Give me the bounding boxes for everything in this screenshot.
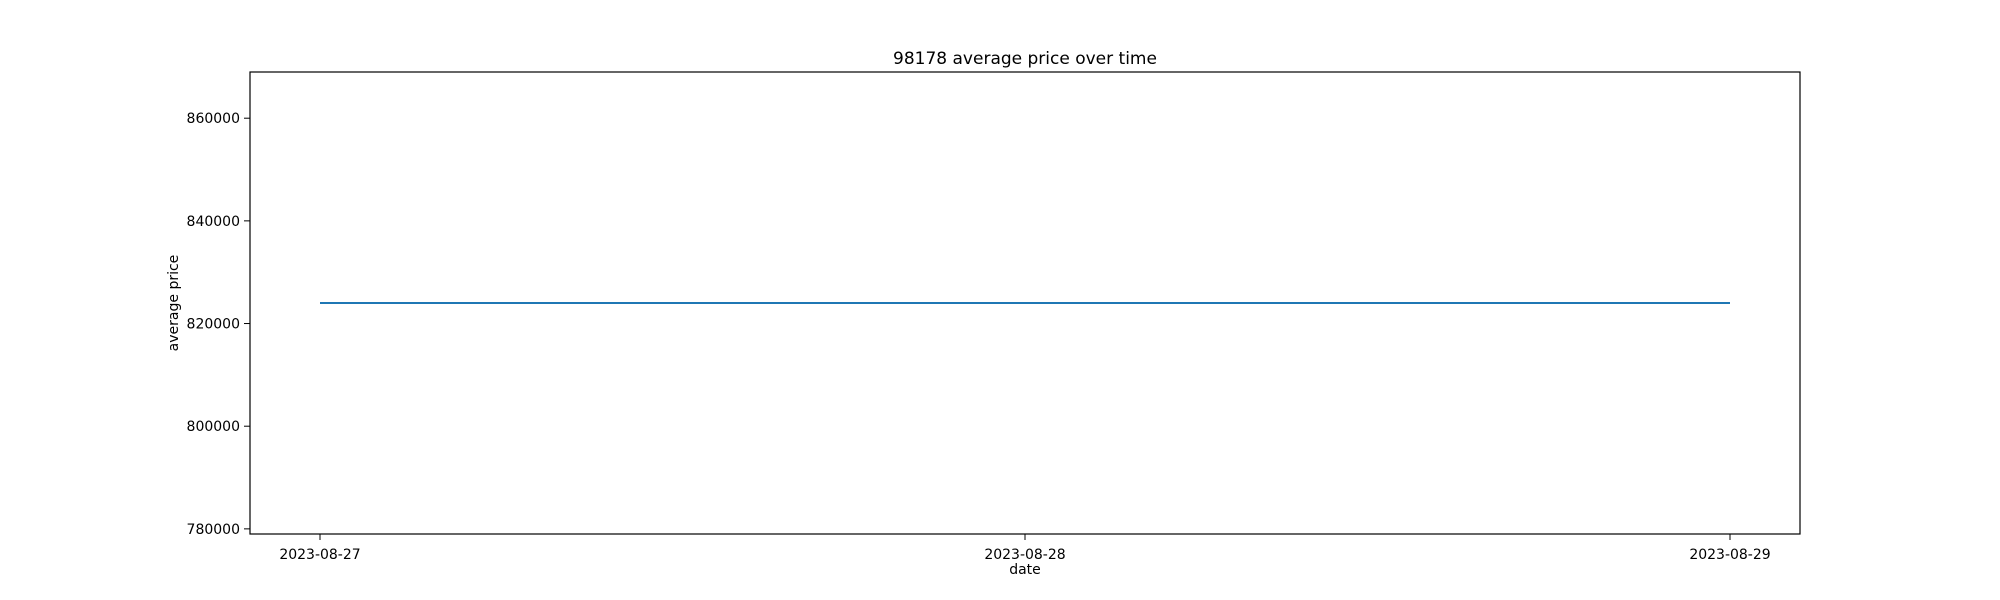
x-tick-label: 2023-08-28 (984, 547, 1065, 563)
y-tick-label: 860000 (187, 111, 240, 127)
y-axis: 780000 800000 820000 840000 860000 (187, 111, 250, 538)
x-axis: 2023-08-27 2023-08-28 2023-08-29 (279, 534, 1771, 563)
y-tick-label: 840000 (187, 214, 240, 230)
y-tick-label: 820000 (187, 317, 240, 333)
y-axis-label: average price (166, 255, 182, 352)
y-tick-label: 800000 (187, 419, 240, 435)
x-tick-label: 2023-08-27 (279, 547, 360, 563)
x-axis-label: date (1009, 562, 1041, 578)
chart-title: 98178 average price over time (893, 49, 1157, 69)
y-tick-label: 780000 (187, 522, 240, 538)
x-tick-label: 2023-08-29 (1689, 547, 1770, 563)
